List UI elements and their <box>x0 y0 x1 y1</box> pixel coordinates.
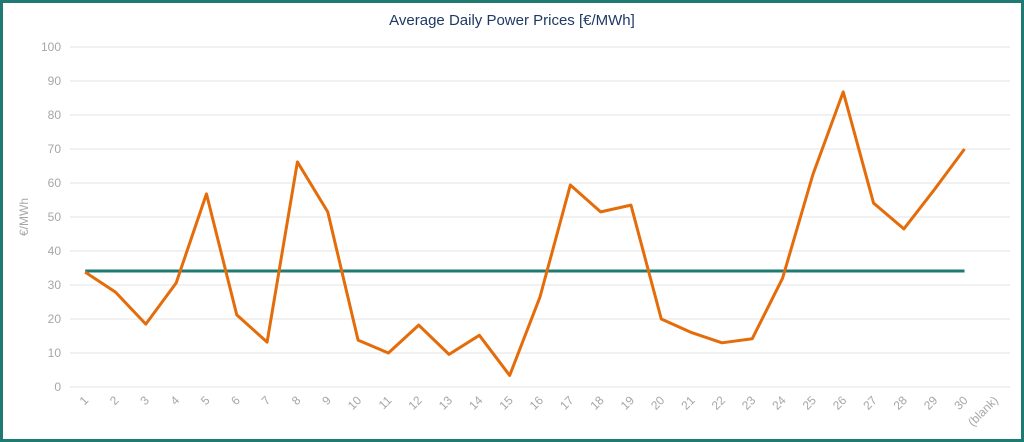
chart-title: Average Daily Power Prices [€/MWh] <box>389 12 635 29</box>
y-tick-label: 10 <box>48 346 62 360</box>
x-tick-label: 18 <box>587 393 607 413</box>
x-tick-label: 6 <box>228 393 243 408</box>
x-tick-label: 11 <box>376 393 395 412</box>
series-line-daily-price <box>84 90 966 377</box>
x-tick-label: 28 <box>891 393 911 413</box>
y-tick-label: 70 <box>48 142 62 156</box>
x-tick-label: 5 <box>198 393 213 408</box>
x-tick-label: 26 <box>830 393 850 413</box>
x-tick-label: 25 <box>800 393 820 413</box>
x-tick-label: 13 <box>436 393 456 413</box>
x-tick-label: 14 <box>466 393 486 413</box>
x-tick-label: 2 <box>107 393 122 408</box>
x-tick-label: 24 <box>769 393 789 413</box>
x-tick-label: 27 <box>860 393 880 413</box>
x-tick-label: 10 <box>345 393 365 413</box>
x-tick-label: 7 <box>259 393 274 408</box>
x-tick-label: 15 <box>496 393 516 413</box>
x-tick-label: 8 <box>289 393 304 408</box>
y-axis-label: €/MWh <box>17 198 31 236</box>
x-tick-label: 21 <box>678 393 698 413</box>
x-tick-label: 17 <box>557 393 577 413</box>
x-tick-label: 20 <box>648 393 668 413</box>
y-tick-label: 80 <box>48 108 62 122</box>
y-tick-label: 20 <box>48 312 62 326</box>
y-tick-label: 40 <box>48 244 62 258</box>
x-tick-label: 22 <box>709 393 729 413</box>
x-tick-label: 19 <box>618 393 638 413</box>
y-tick-label: 30 <box>48 278 62 292</box>
y-tick-label: 0 <box>54 380 61 394</box>
x-tick-label: 23 <box>739 393 759 413</box>
x-tick-label: 30 <box>951 393 971 413</box>
y-tick-label: 90 <box>48 74 62 88</box>
x-tick-label: 3 <box>137 393 152 408</box>
x-tick-label: 1 <box>77 393 92 408</box>
x-tick-label: (blank) <box>965 393 1001 429</box>
y-tick-label: 100 <box>41 40 61 54</box>
y-tick-label: 50 <box>48 210 62 224</box>
x-tick-label: 9 <box>319 393 334 408</box>
y-tick-label: 60 <box>48 176 62 190</box>
x-tick-label: 4 <box>168 393 183 408</box>
x-tick-label: 29 <box>921 393 941 413</box>
x-tick-label: 16 <box>527 393 547 413</box>
x-tick-label: 12 <box>405 393 425 413</box>
